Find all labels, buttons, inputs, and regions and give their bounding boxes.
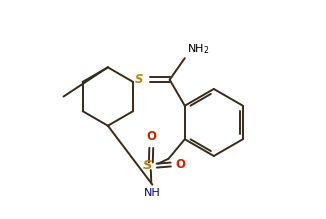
Text: S: S <box>135 73 144 86</box>
Text: NH$_2$: NH$_2$ <box>186 43 209 57</box>
Text: S: S <box>143 159 152 172</box>
Text: NH: NH <box>144 188 161 198</box>
Text: O: O <box>147 130 157 143</box>
Text: O: O <box>176 158 186 171</box>
